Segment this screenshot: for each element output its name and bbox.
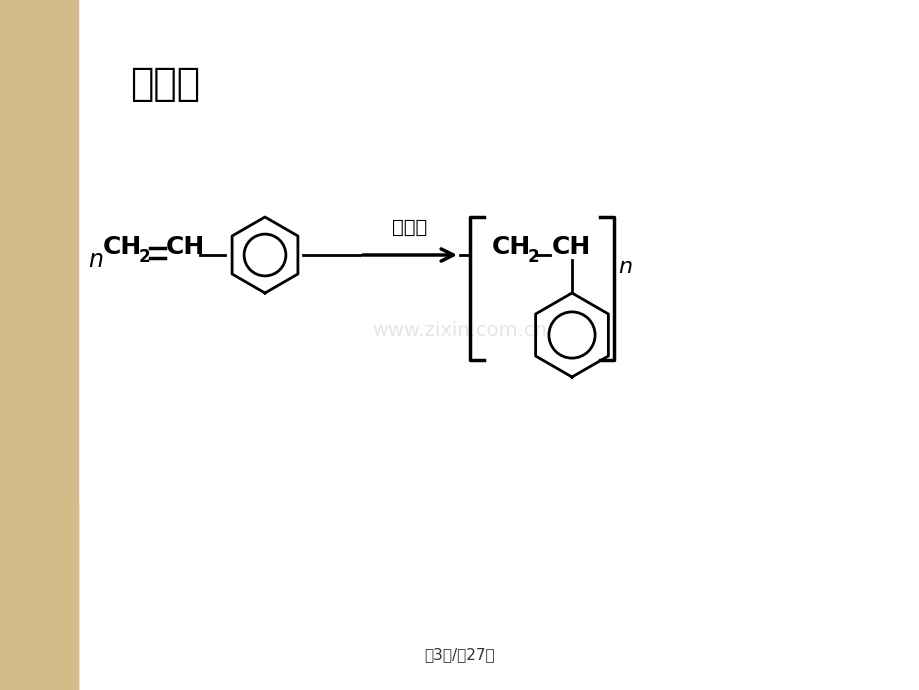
Text: 2: 2 [139,248,151,266]
Text: CH: CH [103,235,142,259]
Text: 2: 2 [528,248,539,266]
Text: CH: CH [165,235,205,259]
Text: 第3页/共27页: 第3页/共27页 [425,647,494,662]
Text: 引发剂: 引发剂 [391,217,427,237]
Text: www.zixin.com.cn: www.zixin.com.cn [372,320,547,339]
Bar [0,0,78,690]
Text: CH: CH [551,235,591,259]
Text: CH: CH [492,235,530,259]
Text: n: n [618,257,631,277]
Text: n: n [88,248,103,272]
Bar [0,500,78,690]
Text: 例如：: 例如： [130,65,200,103]
